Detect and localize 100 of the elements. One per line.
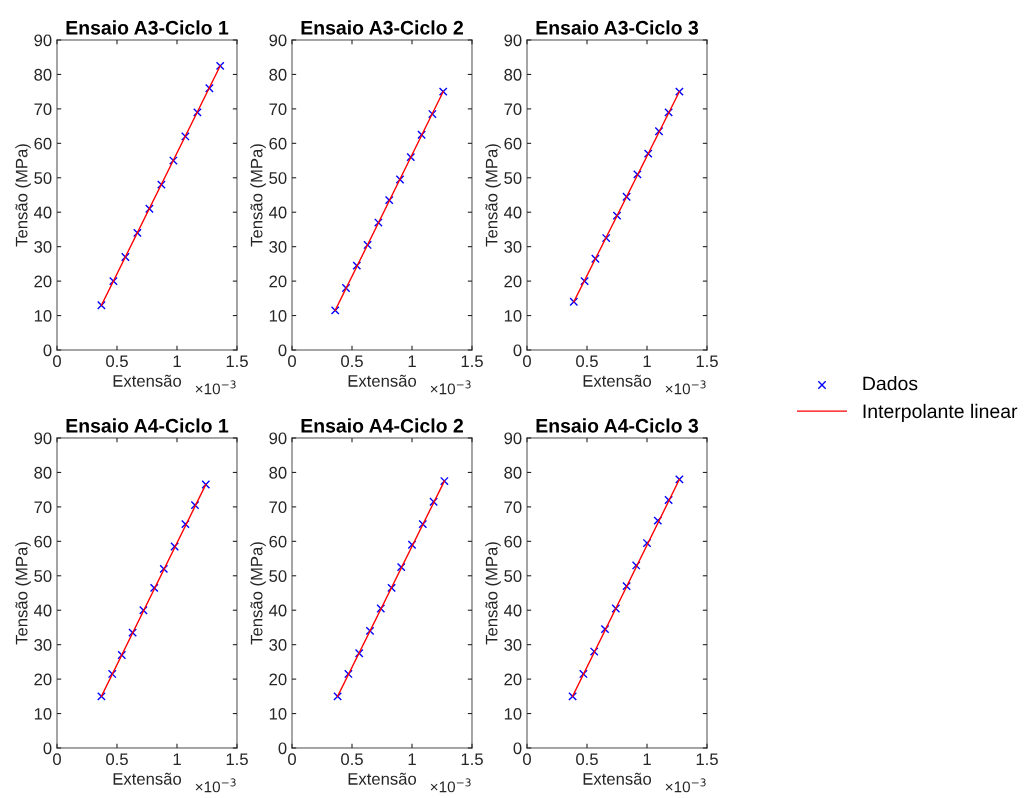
point (159, 564, 169, 574)
y-tick-label: 50 (34, 570, 52, 582)
x-tick-label: 0.5 (106, 355, 128, 368)
point (149, 583, 159, 593)
x-tick-label: 0.5 (576, 753, 598, 766)
point (631, 561, 641, 570)
y-tick-label: 20 (504, 673, 522, 686)
y-axis-title: Tensão (MPa) (250, 144, 266, 247)
y-tick-label: 60 (504, 137, 522, 150)
y-tick-label: 0 (513, 742, 522, 755)
point (181, 132, 190, 141)
y-tick-label: 20 (504, 275, 522, 288)
x-axis-title: Extensão (113, 374, 182, 387)
point (591, 254, 600, 264)
y-tick-label: 70 (504, 103, 522, 116)
y-tick-label: 30 (504, 241, 522, 253)
y-tick-label: 80 (34, 68, 52, 81)
legend-label: Interpolante linear (863, 403, 1018, 422)
point (97, 691, 106, 701)
y-tick-label: 40 (268, 206, 287, 219)
y-tick-label: 0 (43, 344, 52, 357)
x-tick-label: 0.5 (106, 753, 128, 766)
y-tick-label: 90 (269, 432, 287, 445)
text: ×10$^{−3}$ (430, 380, 471, 395)
point (429, 497, 438, 507)
point (190, 500, 200, 510)
x-tick-label: 1.5 (696, 753, 718, 766)
chart-title: Ensaio A3-Ciclo 3 (536, 20, 699, 35)
y-tick-label: 10 (34, 309, 52, 322)
y-tick-label: 30 (34, 241, 52, 253)
x-tick-label: 0 (288, 753, 296, 766)
point (157, 180, 166, 190)
y-tick-label: 70 (504, 501, 522, 514)
point (642, 538, 652, 548)
point (145, 204, 154, 214)
point (330, 306, 340, 315)
point (374, 218, 383, 227)
y-tick-label: 90 (34, 432, 52, 445)
point (395, 175, 405, 184)
x-tick-label: 0.5 (341, 355, 363, 368)
y-tick-label: 90 (34, 34, 52, 47)
y-tick-label: 40 (503, 604, 522, 617)
point (664, 495, 673, 505)
point (589, 647, 599, 656)
chart-title: Ensaio A3-Ciclo 2 (301, 20, 463, 35)
point (653, 516, 663, 526)
x-tick-label: 1 (643, 355, 651, 367)
y-tick-label: 80 (269, 466, 287, 479)
legend-label: Dados (863, 376, 918, 391)
y-axis-title: Tensão (MPa) (485, 144, 501, 247)
y-tick-label: 60 (269, 535, 287, 548)
x-tick-label: 1.5 (696, 355, 718, 368)
chart-title: Ensaio A3-Ciclo 1 (66, 20, 229, 35)
y-tick-label: 70 (34, 501, 52, 514)
y-tick-label: 40 (503, 206, 522, 219)
x-tick-label: 0 (288, 355, 296, 368)
y-tick-label: 60 (34, 535, 52, 548)
y-tick-label: 70 (34, 103, 52, 116)
chart-title: Ensaio A4-Ciclo 1 (66, 418, 229, 433)
x-tick-label: 0 (53, 753, 61, 766)
y-tick-label: 60 (34, 137, 52, 150)
point (215, 61, 225, 71)
y-tick-label: 60 (504, 535, 522, 548)
y-axis-title: Tensão (MPa) (15, 144, 31, 247)
y-tick-label: 30 (504, 639, 522, 651)
y-tick-label: 20 (269, 673, 287, 686)
x-tick-label: 0 (523, 355, 531, 368)
x-axis-title: Extensão (348, 374, 417, 387)
point (170, 542, 179, 551)
point (664, 107, 673, 117)
point (633, 169, 642, 179)
y-tick-label: 10 (504, 309, 522, 322)
y-tick-label: 90 (504, 34, 522, 47)
y-axis-title: Tensão (MPa) (485, 542, 501, 645)
y-tick-label: 50 (269, 172, 287, 184)
y-tick-label: 30 (269, 639, 287, 651)
point (376, 604, 386, 613)
point (133, 228, 142, 238)
y-tick-label: 0 (43, 742, 52, 755)
x-tick-label: 0 (523, 753, 531, 766)
point (440, 476, 449, 486)
point (654, 126, 664, 136)
point (675, 474, 684, 484)
x-tick-label: 1.5 (461, 355, 483, 368)
point (600, 624, 610, 634)
y-axis-title: Tensão (MPa) (15, 542, 31, 645)
text: ×10$^{−3}$ (195, 778, 236, 793)
x-axis-title: Extensão (583, 772, 652, 785)
y-tick-label: 80 (269, 68, 287, 81)
point (139, 605, 148, 615)
point (117, 650, 127, 660)
point (407, 540, 417, 550)
x-tick-label: 1 (173, 355, 181, 367)
y-tick-label: 90 (269, 34, 287, 47)
y-tick-label: 10 (504, 707, 522, 720)
point (107, 669, 117, 679)
point (580, 276, 589, 286)
y-tick-label: 70 (269, 103, 287, 116)
point (622, 192, 631, 202)
point (193, 107, 202, 117)
